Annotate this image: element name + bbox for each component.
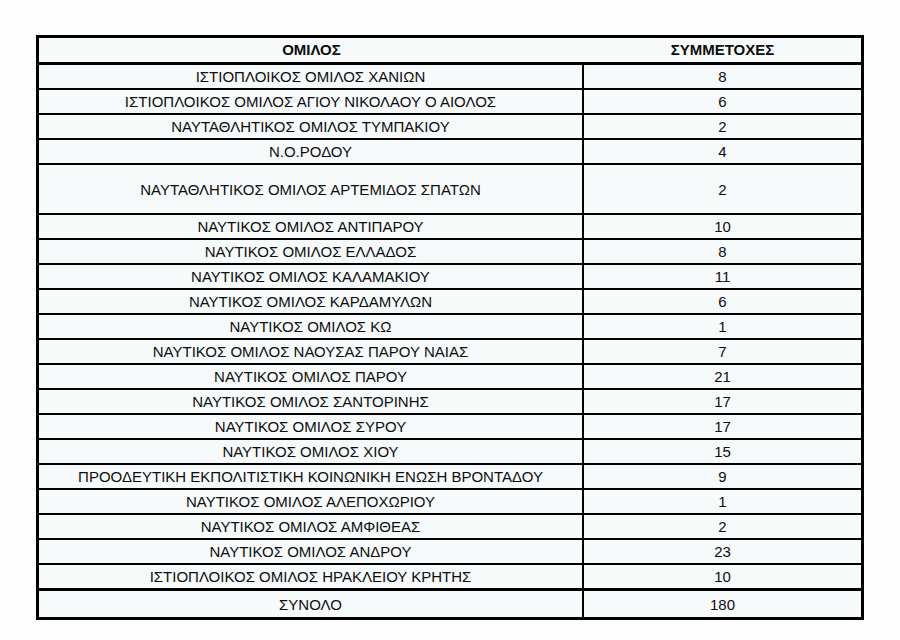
participations-cell: 4 xyxy=(584,140,861,163)
table-row: ΝΑΥΤΙΚΟΣ ΟΜΙΛΟΣ ΚΑΡΔΑΜΥΛΩΝ 6 xyxy=(39,290,861,315)
club-name-cell: ΝΑΥΤΙΚΟΣ ΟΜΙΛΟΣ ΑΛΕΠΟΧΩΡΙΟΥ xyxy=(39,490,584,513)
table-row: ΙΣΤΙΟΠΛΟΙΚΟΣ ΟΜΙΛΟΣ ΧΑΝΙΩΝ 8 xyxy=(39,65,861,90)
table-row: ΝΑΥΤΑΘΛΗΤΙΚΟΣ ΟΜΙΛΟΣ ΑΡΤΕΜΙΔΟΣ ΣΠΑΤΩΝ 2 xyxy=(39,165,861,215)
table-row: ΝΑΥΤΙΚΟΣ ΟΜΙΛΟΣ ΚΩ 1 xyxy=(39,315,861,340)
club-name-cell: ΝΑΥΤΙΚΟΣ ΟΜΙΛΟΣ ΚΑΛΑΜΑΚΙΟΥ xyxy=(39,265,584,288)
club-name-cell: ΙΣΤΙΟΠΛΟΙΚΟΣ ΟΜΙΛΟΣ ΧΑΝΙΩΝ xyxy=(39,65,584,88)
club-name-cell: ΝΑΥΤΙΚΟΣ ΟΜΙΛΟΣ ΑΜΦΙΘΕΑΣ xyxy=(39,515,584,538)
club-name-cell: ΝΑΥΤΙΚΟΣ ΟΜΙΛΟΣ ΑΝΔΡΟΥ xyxy=(39,540,584,563)
table-row: ΝΑΥΤΙΚΟΣ ΟΜΙΛΟΣ ΧΙΟΥ 15 xyxy=(39,440,861,465)
total-row: ΣΥΝΟΛΟ 180 xyxy=(36,588,864,620)
club-name-cell: ΝΑΥΤΙΚΟΣ ΟΜΙΛΟΣ ΚΩ xyxy=(39,315,584,338)
participations-cell: 2 xyxy=(584,515,861,538)
table-row: ΝΑΥΤΙΚΟΣ ΟΜΙΛΟΣ ΚΑΛΑΜΑΚΙΟΥ 11 xyxy=(39,265,861,290)
table-row: Ν.Ο.ΡΟΔΟΥ 4 xyxy=(39,140,861,165)
club-name-cell: ΝΑΥΤΙΚΟΣ ΟΜΙΛΟΣ ΣΑΝΤΟΡΙΝΗΣ xyxy=(39,390,584,413)
table-row: ΝΑΥΤΙΚΟΣ ΟΜΙΛΟΣ ΕΛΛΑΔΟΣ 8 xyxy=(39,240,861,265)
participations-cell: 8 xyxy=(584,65,861,88)
club-name-cell: ΝΑΥΤΙΚΟΣ ΟΜΙΛΟΣ ΑΝΤΙΠΑΡΟΥ xyxy=(39,215,584,238)
total-label-cell: ΣΥΝΟΛΟ xyxy=(39,591,584,617)
club-name-cell: ΝΑΥΤΑΘΛΗΤΙΚΟΣ ΟΜΙΛΟΣ ΤΥΜΠΑΚΙΟΥ xyxy=(39,115,584,138)
participations-cell: 9 xyxy=(584,465,861,488)
participations-cell: 1 xyxy=(584,490,861,513)
participations-cell: 2 xyxy=(584,165,861,213)
table-row: ΝΑΥΤΙΚΟΣ ΟΜΙΛΟΣ ΝΑΟΥΣΑΣ ΠΑΡΟΥ ΝΑΙΑΣ 7 xyxy=(39,340,861,365)
participations-cell: 10 xyxy=(584,215,861,238)
table-row: ΝΑΥΤΙΚΟΣ ΟΜΙΛΟΣ ΠΑΡΟΥ 21 xyxy=(39,365,861,390)
club-name-cell: Ν.Ο.ΡΟΔΟΥ xyxy=(39,140,584,163)
club-name-cell: ΙΣΤΙΟΠΛΟΙΚΟΣ ΟΜΙΛΟΣ ΗΡΑΚΛΕΙΟΥ ΚΡΗΤΗΣ xyxy=(39,565,584,588)
table-body: ΙΣΤΙΟΠΛΟΙΚΟΣ ΟΜΙΛΟΣ ΧΑΝΙΩΝ 8 ΙΣΤΙΟΠΛΟΙΚΟ… xyxy=(36,65,864,588)
table-row: ΝΑΥΤΙΚΟΣ ΟΜΙΛΟΣ ΑΛΕΠΟΧΩΡΙΟΥ 1 xyxy=(39,490,861,515)
header-cell-participations: ΣΥΜΜΕΤΟΧΕΣ xyxy=(584,38,861,62)
participations-cell: 17 xyxy=(584,390,861,413)
participations-cell: 10 xyxy=(584,565,861,588)
club-name-cell: ΝΑΥΤΙΚΟΣ ΟΜΙΛΟΣ ΧΙΟΥ xyxy=(39,440,584,463)
participations-cell: 21 xyxy=(584,365,861,388)
club-name-cell: ΝΑΥΤΙΚΟΣ ΟΜΙΛΟΣ ΕΛΛΑΔΟΣ xyxy=(39,240,584,263)
table-row: ΙΣΤΙΟΠΛΟΙΚΟΣ ΟΜΙΛΟΣ ΑΓΙΟΥ ΝΙΚΟΛΑΟΥ Ο ΑΙΟ… xyxy=(39,90,861,115)
club-name-cell: ΙΣΤΙΟΠΛΟΙΚΟΣ ΟΜΙΛΟΣ ΑΓΙΟΥ ΝΙΚΟΛΑΟΥ Ο ΑΙΟ… xyxy=(39,90,584,113)
table-row: ΝΑΥΤΙΚΟΣ ΟΜΙΛΟΣ ΣΥΡΟΥ 17 xyxy=(39,415,861,440)
participations-cell: 11 xyxy=(584,265,861,288)
table-row: ΝΑΥΤΙΚΟΣ ΟΜΙΛΟΣ ΑΝΤΙΠΑΡΟΥ 10 xyxy=(39,215,861,240)
participations-cell: 15 xyxy=(584,440,861,463)
participations-cell: 23 xyxy=(584,540,861,563)
header-cell-club: ΟΜΙΛΟΣ xyxy=(39,38,584,62)
participations-cell: 6 xyxy=(584,290,861,313)
participations-cell: 8 xyxy=(584,240,861,263)
clubs-participations-table: ΟΜΙΛΟΣ ΣΥΜΜΕΤΟΧΕΣ ΙΣΤΙΟΠΛΟΙΚΟΣ ΟΜΙΛΟΣ ΧΑ… xyxy=(36,35,864,620)
club-name-cell: ΝΑΥΤΙΚΟΣ ΟΜΙΛΟΣ ΝΑΟΥΣΑΣ ΠΑΡΟΥ ΝΑΙΑΣ xyxy=(39,340,584,363)
table-row: ΙΣΤΙΟΠΛΟΙΚΟΣ ΟΜΙΛΟΣ ΗΡΑΚΛΕΙΟΥ ΚΡΗΤΗΣ 10 xyxy=(39,565,861,588)
total-value-cell: 180 xyxy=(584,591,861,617)
participations-cell: 6 xyxy=(584,90,861,113)
table-header-row: ΟΜΙΛΟΣ ΣΥΜΜΕΤΟΧΕΣ xyxy=(36,35,864,65)
club-name-cell: ΠΡΟΟΔΕΥΤΙΚΗ ΕΚΠΟΛΙΤΙΣΤΙΚΗ ΚΟΙΝΩΝΙΚΗ ΕΝΩΣ… xyxy=(39,465,584,488)
club-name-cell: ΝΑΥΤΑΘΛΗΤΙΚΟΣ ΟΜΙΛΟΣ ΑΡΤΕΜΙΔΟΣ ΣΠΑΤΩΝ xyxy=(39,165,584,213)
club-name-cell: ΝΑΥΤΙΚΟΣ ΟΜΙΛΟΣ ΚΑΡΔΑΜΥΛΩΝ xyxy=(39,290,584,313)
participations-cell: 1 xyxy=(584,315,861,338)
participations-cell: 2 xyxy=(584,115,861,138)
club-name-cell: ΝΑΥΤΙΚΟΣ ΟΜΙΛΟΣ ΠΑΡΟΥ xyxy=(39,365,584,388)
table-row: ΠΡΟΟΔΕΥΤΙΚΗ ΕΚΠΟΛΙΤΙΣΤΙΚΗ ΚΟΙΝΩΝΙΚΗ ΕΝΩΣ… xyxy=(39,465,861,490)
participations-cell: 7 xyxy=(584,340,861,363)
table-row: ΝΑΥΤΑΘΛΗΤΙΚΟΣ ΟΜΙΛΟΣ ΤΥΜΠΑΚΙΟΥ 2 xyxy=(39,115,861,140)
club-name-cell: ΝΑΥΤΙΚΟΣ ΟΜΙΛΟΣ ΣΥΡΟΥ xyxy=(39,415,584,438)
table-row: ΝΑΥΤΙΚΟΣ ΟΜΙΛΟΣ ΑΝΔΡΟΥ 23 xyxy=(39,540,861,565)
participations-cell: 17 xyxy=(584,415,861,438)
table-row: ΝΑΥΤΙΚΟΣ ΟΜΙΛΟΣ ΣΑΝΤΟΡΙΝΗΣ 17 xyxy=(39,390,861,415)
table-row: ΝΑΥΤΙΚΟΣ ΟΜΙΛΟΣ ΑΜΦΙΘΕΑΣ 2 xyxy=(39,515,861,540)
